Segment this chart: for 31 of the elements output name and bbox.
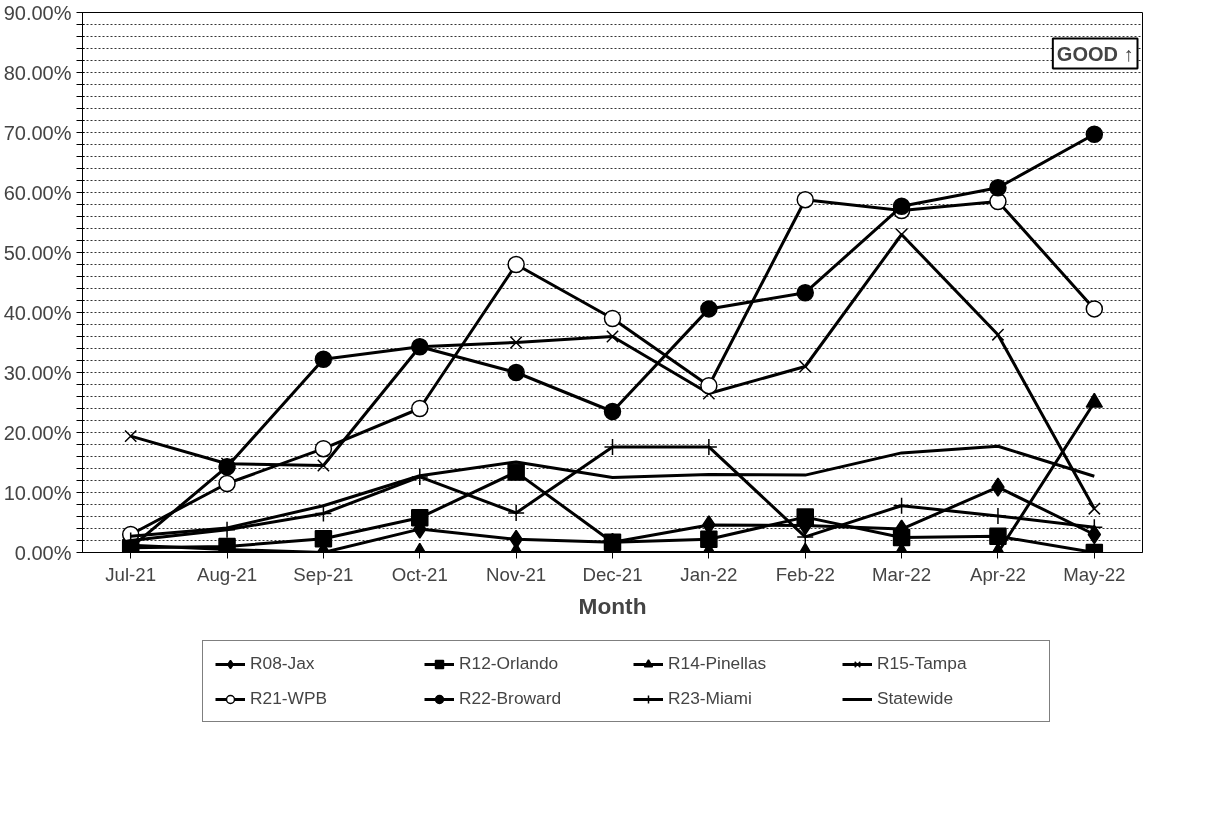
x-tick-label: Dec-21: [582, 563, 643, 585]
x-tick-label: Feb-22: [775, 563, 835, 585]
legend-label: R15-Tampa: [877, 653, 968, 674]
x-tick-label: Mar-22: [872, 563, 932, 585]
y-tick-label: 30.00%: [3, 361, 72, 384]
y-tick-label: 0.00%: [14, 541, 72, 564]
legend-label: R14-Pinellas: [668, 653, 768, 674]
legend-label: R21-WPB: [250, 688, 329, 709]
annotation: GOOD ↑: [1056, 42, 1134, 65]
x-tick-label: Oct-21: [391, 563, 448, 585]
x-tick-label: Nov-21: [486, 563, 547, 585]
y-tick-label: 50.00%: [3, 241, 72, 264]
x-axis-title: Month: [578, 592, 647, 619]
y-tick-label: 20.00%: [3, 421, 72, 444]
x-tick-label: Aug-21: [196, 563, 258, 585]
y-tick-label: 10.00%: [3, 481, 72, 504]
y-tick-label: 90.00%: [3, 1, 72, 24]
x-tick-label: May-22: [1063, 563, 1126, 585]
x-tick-label: Jul-21: [105, 563, 157, 585]
x-tick-label: Jan-22: [680, 563, 738, 585]
y-tick-label: 60.00%: [3, 181, 72, 204]
y-tick-label: 40.00%: [3, 301, 72, 324]
y-tick-label: 70.00%: [3, 121, 72, 144]
legend-label: R12-Orlando: [459, 653, 560, 674]
legend-label: R23-Miami: [668, 688, 753, 709]
y-tick-label: 80.00%: [3, 61, 72, 84]
legend-label: R08-Jax: [250, 653, 316, 674]
x-tick-label: Apr-22: [969, 563, 1026, 585]
legend-label: R22-Broward: [459, 688, 563, 709]
legend-label: Statewide: [877, 688, 955, 709]
x-tick-label: Sep-21: [293, 563, 354, 585]
